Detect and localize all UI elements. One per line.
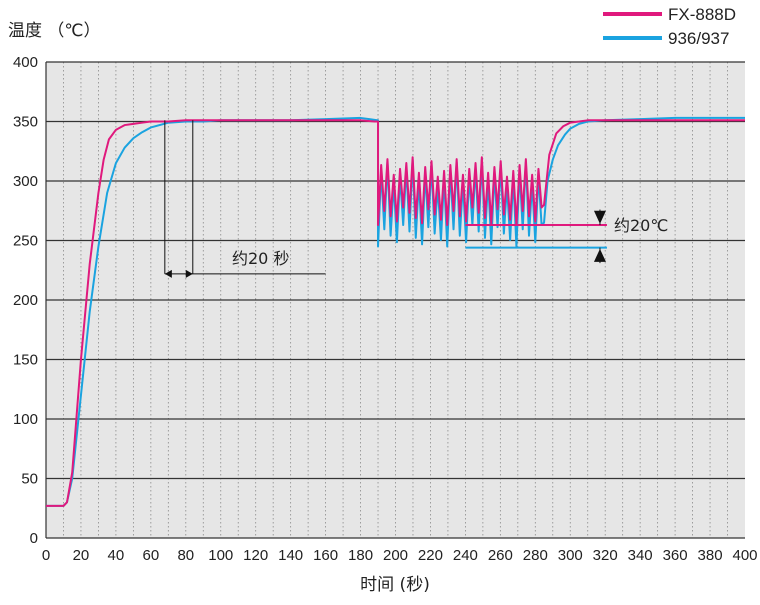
- x-tick-label: 160: [313, 547, 338, 564]
- legend-label-fx888d: FX-888D: [668, 5, 736, 24]
- x-tick-label: 380: [698, 547, 723, 564]
- annotations: [164, 120, 607, 278]
- legend: FX-888D 936/937: [603, 5, 736, 48]
- x-tick-label: 360: [663, 547, 688, 564]
- x-tick-label: 320: [593, 547, 618, 564]
- x-tick-label: 340: [628, 547, 653, 564]
- series-layer: [46, 116, 745, 507]
- temp-arrowhead-down: [593, 210, 606, 224]
- x-tick-label: 180: [348, 547, 373, 564]
- x-tick-label: 400: [732, 547, 757, 564]
- x-tick-label: 200: [383, 547, 408, 564]
- y-tick-label: 300: [13, 173, 38, 190]
- x-tick-label: 0: [42, 547, 50, 564]
- x-axis-title: 时间 (秒): [360, 575, 430, 595]
- x-tick-label: 100: [208, 547, 233, 564]
- annotation-approx-20-seconds: 约20 秒: [232, 249, 289, 268]
- y-tick-label: 400: [13, 54, 38, 71]
- y-axis-title: 温度 （℃）: [8, 21, 101, 41]
- x-tick-label: 220: [418, 547, 443, 564]
- x-tick-label: 60: [143, 547, 160, 564]
- y-tick-label: 250: [13, 233, 38, 250]
- minor-grid: [63, 62, 728, 538]
- x-tick-label: 80: [177, 547, 194, 564]
- y-tick-label: 100: [13, 411, 38, 428]
- x-tick-label: 120: [243, 547, 268, 564]
- y-tick-label: 50: [21, 471, 38, 488]
- x-tick-label: 280: [523, 547, 548, 564]
- temp-arrowhead-up: [593, 248, 606, 262]
- y-tick-label: 200: [13, 292, 38, 309]
- x-tick-label: 40: [108, 547, 125, 564]
- arrowhead-left: [164, 269, 172, 278]
- y-tick-label: 150: [13, 352, 38, 369]
- y-tick-label: 0: [30, 530, 38, 547]
- tick-labels: 0 20 40 60 80 100 120 140 160 180 200 220 240 260 280 3…: [13, 54, 758, 564]
- x-tick-label: 20: [73, 547, 90, 564]
- y-tick-label: 350: [13, 114, 38, 131]
- x-tick-label: 300: [558, 547, 583, 564]
- annotation-approx-20-celsius: 约20℃: [614, 216, 668, 235]
- series-line-fx888d: [46, 119, 745, 507]
- x-tick-label: 240: [453, 547, 478, 564]
- x-tick-label: 140: [278, 547, 303, 564]
- x-tick-label: 260: [488, 547, 513, 564]
- arrowhead-right: [185, 269, 193, 278]
- legend-label-936-937: 936/937: [668, 29, 729, 48]
